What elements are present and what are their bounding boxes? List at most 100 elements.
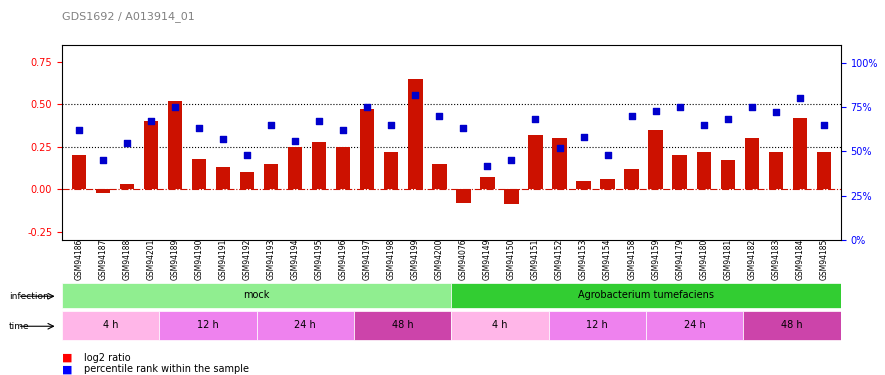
Point [119, 140, 134, 146]
Text: log2 ratio: log2 ratio [84, 353, 131, 363]
Text: GSM94193: GSM94193 [266, 238, 275, 280]
FancyBboxPatch shape [451, 311, 549, 340]
Point [72, 127, 86, 133]
Bar [336, 147, 350, 189]
Text: time: time [9, 322, 29, 331]
Text: 24 h: 24 h [295, 320, 316, 330]
Bar [625, 169, 639, 189]
Point [312, 118, 327, 124]
Text: GDS1692 / A013914_01: GDS1692 / A013914_01 [62, 11, 195, 22]
FancyBboxPatch shape [159, 311, 257, 340]
Text: GSM94154: GSM94154 [603, 238, 612, 280]
Bar [264, 164, 278, 189]
Bar [288, 147, 303, 189]
Text: 48 h: 48 h [781, 320, 803, 330]
Text: GSM94158: GSM94158 [627, 238, 636, 280]
FancyBboxPatch shape [257, 311, 354, 340]
Text: GSM94181: GSM94181 [723, 238, 732, 280]
Point [696, 122, 711, 128]
Bar [552, 138, 566, 189]
Bar [576, 181, 591, 189]
Bar [312, 142, 327, 189]
Bar [744, 138, 759, 189]
Bar [168, 101, 182, 189]
Text: GSM94199: GSM94199 [411, 238, 419, 280]
Text: GSM94190: GSM94190 [195, 238, 204, 280]
Bar [793, 118, 807, 189]
Bar [696, 152, 711, 189]
Text: GSM94183: GSM94183 [772, 238, 781, 280]
Bar [456, 189, 471, 203]
Point [408, 92, 422, 98]
Text: GSM94180: GSM94180 [699, 238, 708, 280]
FancyBboxPatch shape [549, 311, 646, 340]
FancyBboxPatch shape [62, 283, 451, 308]
Point [504, 157, 519, 163]
Point [745, 104, 759, 110]
FancyBboxPatch shape [62, 311, 159, 340]
Text: GSM94150: GSM94150 [507, 238, 516, 280]
Point [769, 110, 783, 116]
Bar [72, 155, 86, 189]
Bar [720, 160, 735, 189]
Text: GSM94151: GSM94151 [531, 238, 540, 280]
Text: GSM94197: GSM94197 [363, 238, 372, 280]
Text: 4 h: 4 h [492, 320, 508, 330]
Point [432, 113, 446, 119]
Bar [96, 189, 110, 192]
Text: Agrobacterium tumefaciens: Agrobacterium tumefaciens [578, 290, 714, 300]
Bar [528, 135, 543, 189]
Point [384, 122, 398, 128]
Bar [432, 164, 447, 189]
Point [625, 113, 639, 119]
Text: GSM94185: GSM94185 [820, 238, 828, 280]
Text: GSM94191: GSM94191 [219, 238, 227, 280]
Point [288, 138, 302, 144]
Bar [673, 155, 687, 189]
Text: ■: ■ [62, 364, 73, 374]
Point [336, 127, 350, 133]
Text: GSM94149: GSM94149 [483, 238, 492, 280]
Bar [769, 152, 783, 189]
Bar [481, 177, 495, 189]
Bar [504, 189, 519, 204]
Text: GSM94187: GSM94187 [98, 238, 107, 280]
Bar [817, 152, 831, 189]
Text: percentile rank within the sample: percentile rank within the sample [84, 364, 249, 374]
Point [552, 145, 566, 151]
Text: GSM94196: GSM94196 [339, 238, 348, 280]
Bar [240, 172, 254, 189]
Point [481, 162, 495, 168]
Point [457, 125, 471, 131]
Text: mock: mock [243, 290, 270, 300]
Point [360, 104, 374, 110]
Text: GSM94153: GSM94153 [579, 238, 588, 280]
Point [528, 117, 543, 123]
Bar [649, 130, 663, 189]
Point [576, 134, 590, 140]
Bar [384, 152, 398, 189]
Text: 48 h: 48 h [392, 320, 413, 330]
Point [673, 104, 687, 110]
Text: GSM94201: GSM94201 [146, 238, 156, 280]
Text: GSM94194: GSM94194 [290, 238, 300, 280]
Bar [119, 184, 134, 189]
Bar [360, 110, 374, 189]
Point [649, 108, 663, 114]
Bar [192, 159, 206, 189]
Bar [216, 167, 230, 189]
Point [216, 136, 230, 142]
Point [143, 118, 158, 124]
Text: GSM94076: GSM94076 [458, 238, 468, 280]
Point [192, 125, 206, 131]
Text: 12 h: 12 h [587, 320, 608, 330]
Text: GSM94200: GSM94200 [435, 238, 444, 280]
Point [264, 122, 278, 128]
Text: 12 h: 12 h [197, 320, 219, 330]
FancyBboxPatch shape [743, 311, 841, 340]
Point [601, 152, 615, 158]
Bar [143, 121, 158, 189]
Text: GSM94195: GSM94195 [315, 238, 324, 280]
Text: 24 h: 24 h [684, 320, 705, 330]
Point [817, 122, 831, 128]
